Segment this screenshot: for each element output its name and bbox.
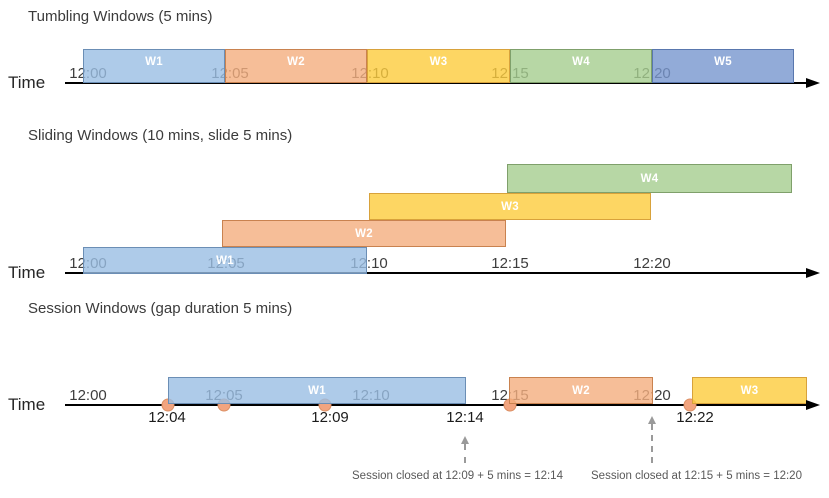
arrow-head-icon — [461, 436, 469, 444]
session-close-arrow-icon — [461, 436, 469, 463]
tick-label: 12:00 — [69, 387, 107, 404]
event-time-label: 12:09 — [311, 409, 349, 426]
axis-arrowhead-icon — [806, 268, 820, 278]
window-bar-w4: W4 — [507, 164, 792, 193]
event-time-label: 12:14 — [446, 409, 484, 426]
session-close-arrow-icon — [648, 416, 656, 463]
window-label: W1 — [145, 56, 163, 68]
window-label: W3 — [740, 384, 759, 397]
tick-label: 12:15 — [491, 255, 529, 272]
window-label: W3 — [501, 200, 519, 213]
window-bar-w2: W2 — [225, 49, 367, 83]
window-bar-w1: W1 — [168, 377, 466, 404]
window-bar-w3: W3 — [692, 377, 807, 404]
axis-arrowhead-icon — [806, 78, 820, 88]
window-label: W5 — [714, 56, 732, 68]
window-bar-w3: W3 — [369, 193, 651, 220]
window-label: W2 — [572, 384, 590, 397]
time-axis-label: Time — [8, 395, 46, 414]
window-label: W2 — [355, 227, 373, 240]
time-axis-line — [65, 82, 808, 84]
window-bar-w2: W2 — [222, 220, 506, 247]
time-axis-label: Time — [8, 263, 46, 282]
window-label: W4 — [640, 172, 659, 185]
time-axis-label: Time — [8, 73, 46, 92]
window-bar-w5: W5 — [652, 49, 794, 83]
arrow-head-icon — [648, 416, 656, 424]
arrow-shaft — [651, 424, 653, 463]
time-axis-line — [65, 272, 808, 274]
session-close-annotation: Session closed at 12:15 + 5 mins = 12:20 — [591, 470, 802, 482]
window-bar-w1: W1 — [83, 247, 367, 274]
window-label: W1 — [216, 254, 234, 267]
section-title-tumbling: Tumbling Windows (5 mins) — [28, 8, 213, 25]
window-label: W2 — [287, 56, 305, 68]
session-close-annotation: Session closed at 12:09 + 5 mins = 12:14 — [352, 470, 563, 482]
axis-arrowhead-icon — [806, 400, 820, 410]
window-bar-w1: W1 — [83, 49, 225, 83]
tick-label: 12:20 — [633, 255, 671, 272]
arrow-shaft — [464, 444, 466, 463]
window-bar-w3: W3 — [367, 49, 510, 83]
event-time-label: 12:04 — [148, 409, 186, 426]
window-label: W4 — [572, 56, 590, 68]
time-axis-line — [65, 404, 808, 406]
window-label: W1 — [308, 384, 326, 397]
window-label: W3 — [429, 56, 448, 68]
window-bar-w4: W4 — [510, 49, 652, 83]
event-time-label: 12:22 — [676, 409, 714, 426]
section-title-sliding: Sliding Windows (10 mins, slide 5 mins) — [28, 127, 293, 144]
window-bar-w2: W2 — [509, 377, 653, 404]
section-title-session: Session Windows (gap duration 5 mins) — [28, 300, 293, 317]
